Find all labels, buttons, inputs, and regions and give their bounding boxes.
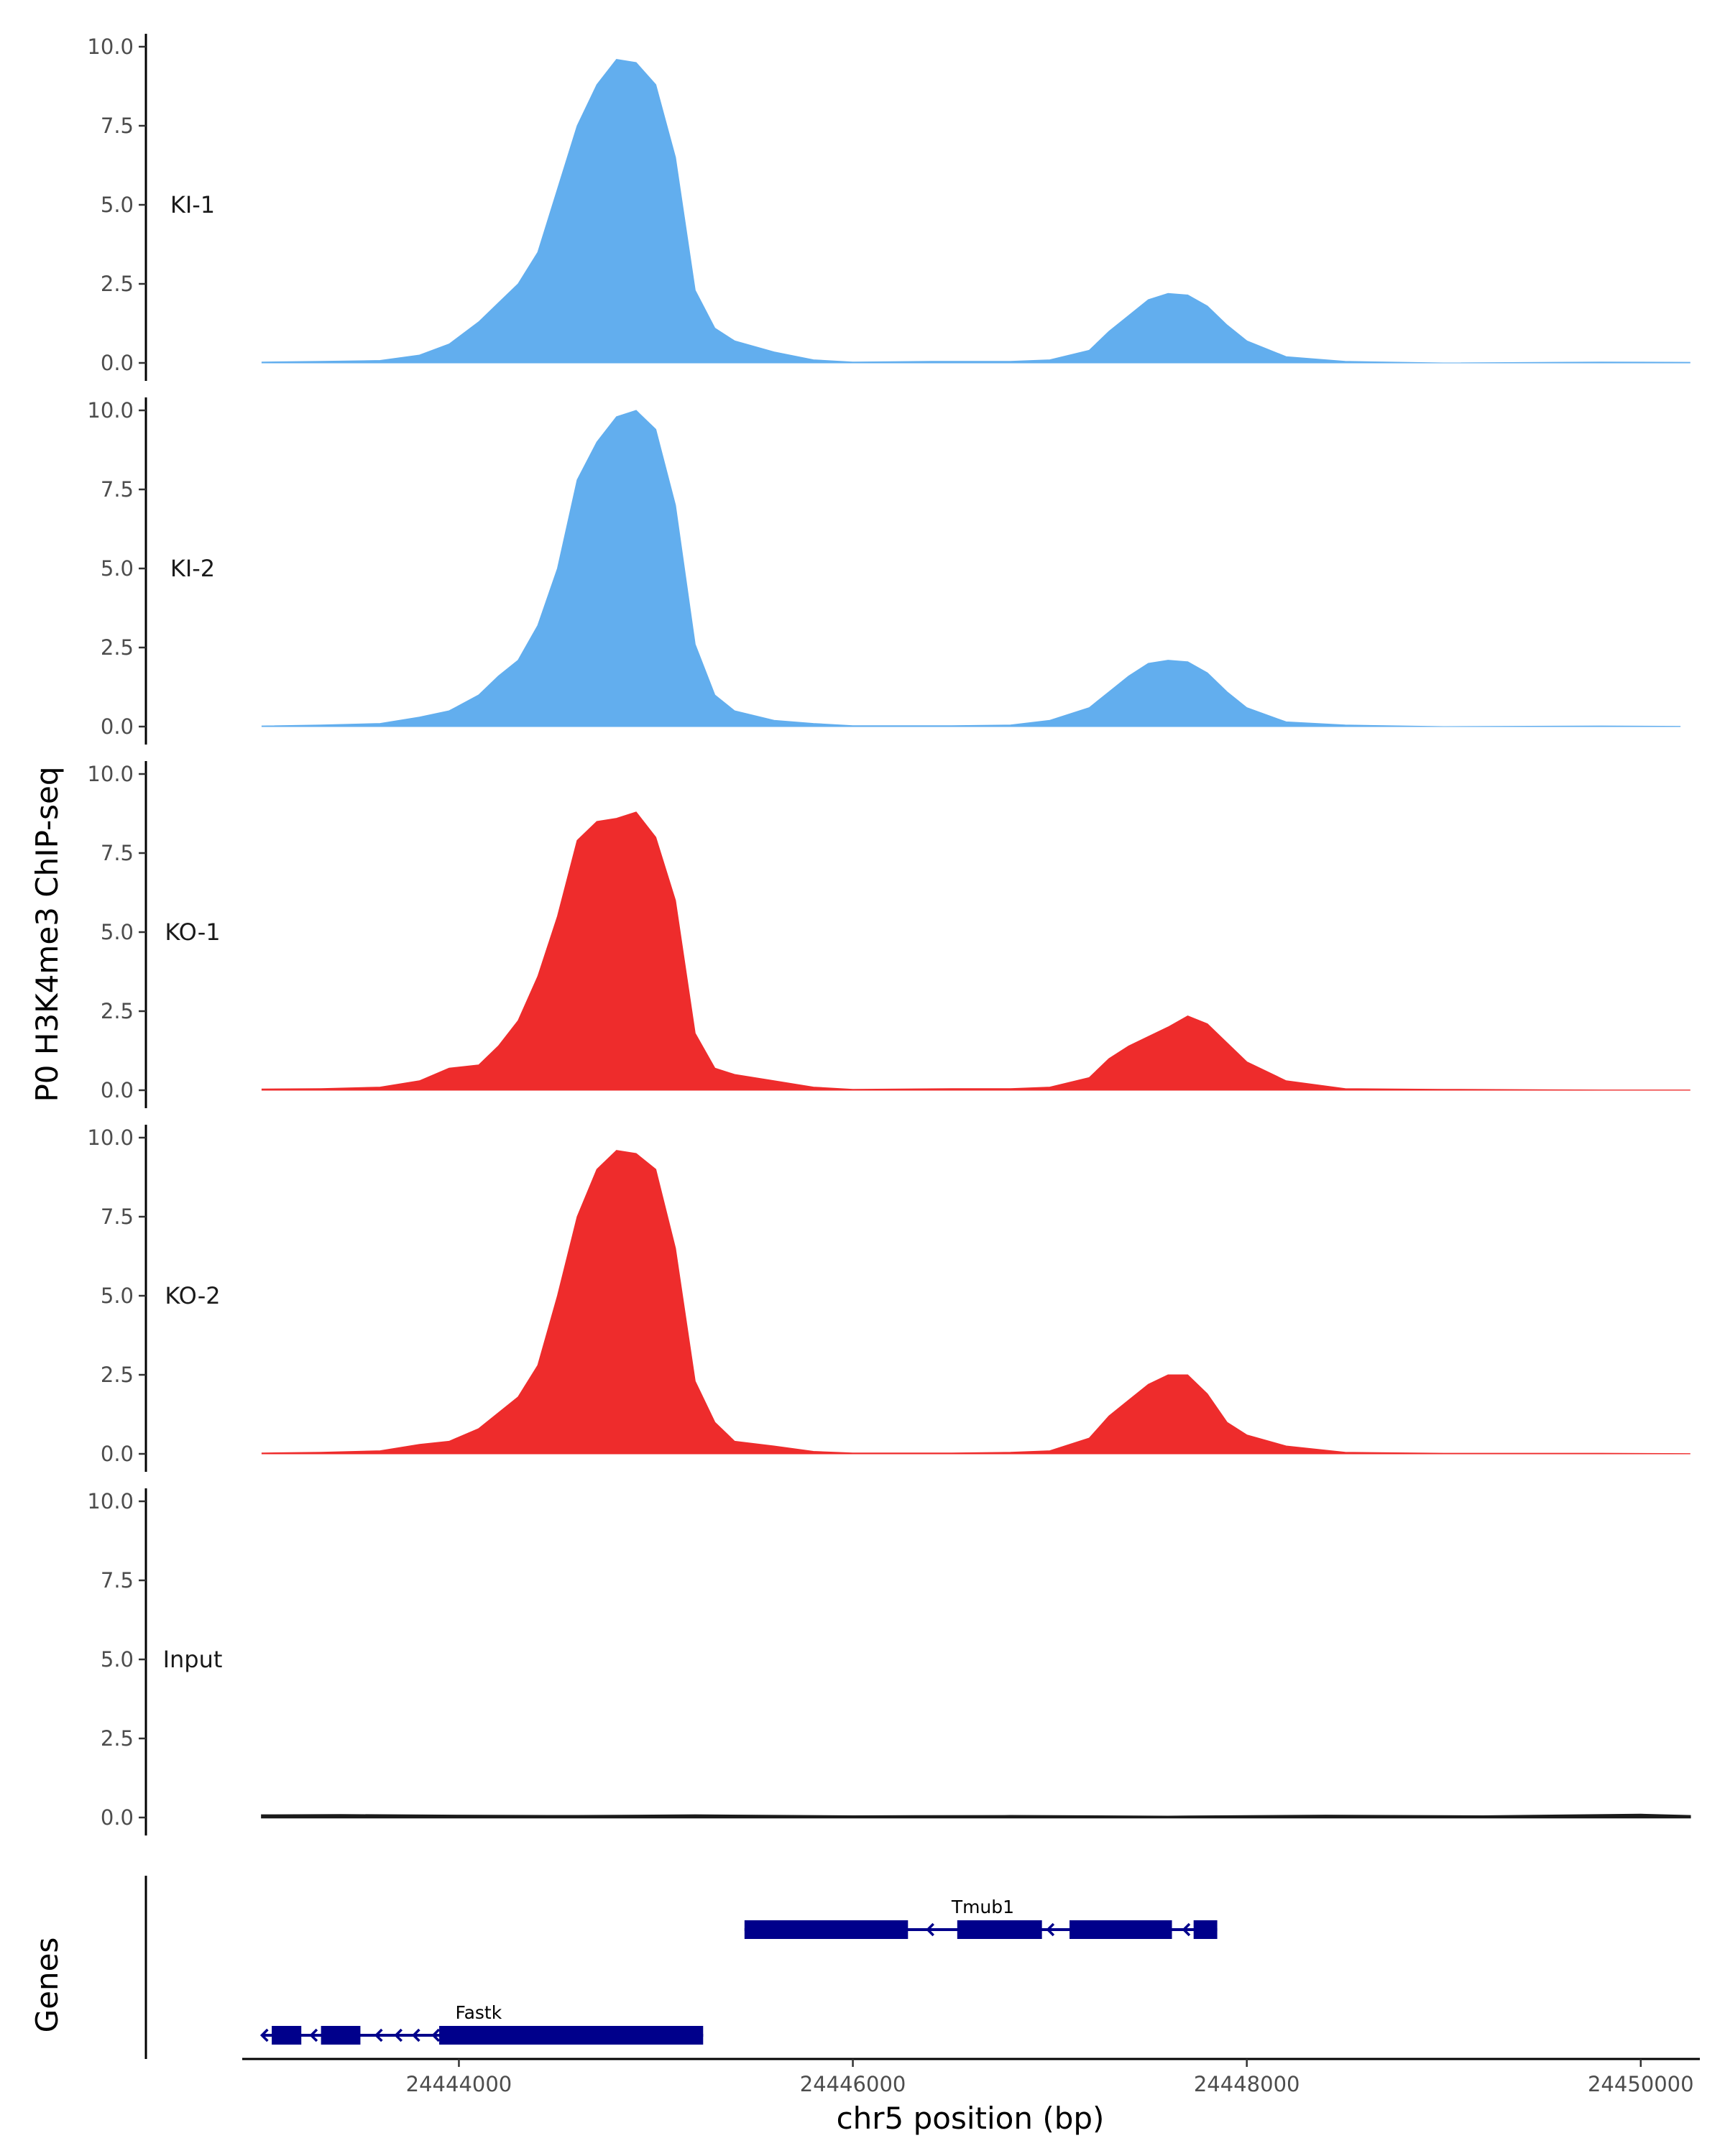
y-tick-label: 7.5 bbox=[101, 477, 134, 502]
gene-tmub1: Tmub1 bbox=[744, 1897, 1218, 1939]
track-name-label: Input bbox=[163, 1646, 223, 1673]
y-tick-label: 10.0 bbox=[87, 762, 134, 786]
y-tick-label: 5.0 bbox=[101, 1647, 134, 1672]
y-tick-label: 7.5 bbox=[101, 114, 134, 138]
coverage-area-ko-2 bbox=[261, 1150, 1690, 1455]
genes-track-title: Genes bbox=[29, 1938, 65, 2033]
strand-arrow bbox=[1046, 1922, 1055, 1937]
track-input: 0.0 2.5 5.0 7.5 10.0 Input bbox=[87, 1488, 1691, 1835]
x-tick-label: 24450000 bbox=[1588, 2072, 1694, 2096]
y-tick-label: 2.5 bbox=[101, 1726, 134, 1751]
y-tick-label: 10.0 bbox=[87, 1125, 134, 1150]
strand-arrow bbox=[411, 2028, 420, 2042]
x-tick-label: 24448000 bbox=[1194, 2072, 1300, 2096]
y-tick-label: 5.0 bbox=[101, 1284, 134, 1308]
gene-exon bbox=[957, 1920, 1042, 1939]
strand-arrow bbox=[926, 1922, 934, 1937]
track-ki-2: 0.0 2.5 5.0 7.5 10.0 KI-2 bbox=[87, 397, 1681, 745]
track-name-label: KO-1 bbox=[165, 918, 220, 946]
y-tick-label: 7.5 bbox=[101, 1204, 134, 1229]
gene-exon bbox=[439, 2026, 704, 2045]
coverage-area-ki-2 bbox=[261, 410, 1681, 727]
x-tick-label: 24446000 bbox=[800, 2072, 906, 2096]
y-tick-label: 0.0 bbox=[101, 714, 134, 739]
strand-arrow bbox=[394, 2028, 402, 2042]
y-axis-title: P0 H3K4me3 ChIP-seq bbox=[29, 766, 65, 1102]
track-name-label: KI-1 bbox=[170, 191, 215, 218]
gene-exon bbox=[272, 2026, 302, 2045]
strand-arrow bbox=[1182, 1922, 1191, 1937]
gene-annotation-track: Tmub1 Fastk bbox=[144, 1876, 1218, 2059]
track-ki-1: 0.0 2.5 5.0 7.5 10.0 KI-1 bbox=[87, 34, 1690, 381]
coverage-area-ko-1 bbox=[261, 811, 1690, 1091]
y-tick-label: 5.0 bbox=[101, 193, 134, 217]
y-tick-label: 0.0 bbox=[101, 1078, 134, 1102]
gene-name-label: Fastk bbox=[456, 2002, 502, 2023]
y-tick-label: 10.0 bbox=[87, 1489, 134, 1514]
strand-arrow bbox=[431, 2028, 441, 2042]
gene-exon bbox=[1193, 1920, 1218, 1939]
y-tick-label: 10.0 bbox=[87, 398, 134, 423]
y-tick-label: 0.0 bbox=[101, 351, 134, 375]
y-tick-label: 2.5 bbox=[101, 999, 134, 1023]
track-ko-1: 0.0 2.5 5.0 7.5 10.0 KO-1 bbox=[87, 761, 1690, 1108]
y-tick-label: 2.5 bbox=[101, 635, 134, 660]
coverage-area-ki-1 bbox=[261, 59, 1690, 364]
track-name-label: KI-2 bbox=[170, 555, 215, 582]
x-axis-title: chr5 position (bp) bbox=[837, 2101, 1105, 2136]
track-name-label: KO-2 bbox=[165, 1282, 220, 1309]
y-tick-label: 7.5 bbox=[101, 1568, 134, 1593]
strand-arrow bbox=[259, 2028, 269, 2042]
y-tick-label: 5.0 bbox=[101, 920, 134, 944]
y-tick-label: 0.0 bbox=[101, 1805, 134, 1830]
x-axis: 24444000 24446000 24448000 24450000 bbox=[242, 2058, 1700, 2096]
y-tick-label: 2.5 bbox=[101, 272, 134, 296]
y-tick-label: 10.0 bbox=[87, 34, 134, 59]
gene-exon bbox=[744, 1920, 908, 1939]
coverage-area-input bbox=[261, 1813, 1691, 1819]
y-tick-label: 7.5 bbox=[101, 841, 134, 865]
coverage-tracks: 0.0 2.5 5.0 7.5 10.0 KI-1 0.0 2.5 5.0 7.5 10.0 KI-2… bbox=[87, 34, 1691, 1835]
y-tick-label: 0.0 bbox=[101, 1442, 134, 1466]
gene-name-label: Tmub1 bbox=[951, 1897, 1014, 1917]
x-tick-label: 24444000 bbox=[406, 2072, 512, 2096]
gene-exon bbox=[1070, 1920, 1172, 1939]
gene-exon bbox=[321, 2026, 361, 2045]
y-tick-label: 2.5 bbox=[101, 1363, 134, 1387]
gene-fastk: Fastk bbox=[259, 2002, 704, 2045]
strand-arrow bbox=[374, 2028, 383, 2042]
strand-arrow bbox=[309, 2028, 318, 2042]
y-tick-label: 5.0 bbox=[101, 556, 134, 581]
track-ko-2: 0.0 2.5 5.0 7.5 10.0 KO-2 bbox=[87, 1125, 1690, 1472]
